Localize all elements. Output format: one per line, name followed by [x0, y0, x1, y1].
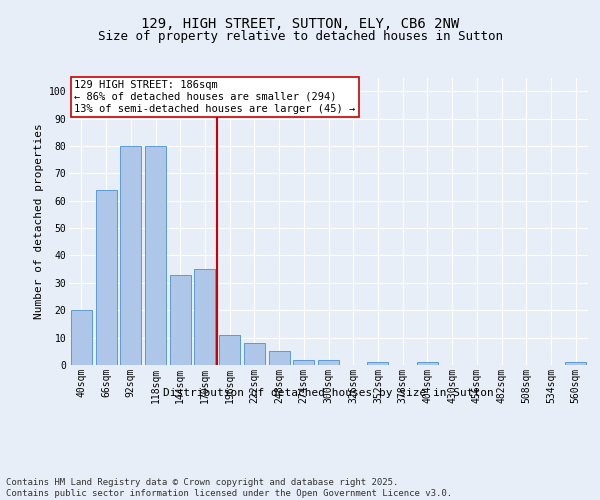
Bar: [219, 335, 240, 365]
Text: 129, HIGH STREET, SUTTON, ELY, CB6 2NW: 129, HIGH STREET, SUTTON, ELY, CB6 2NW: [141, 18, 459, 32]
Y-axis label: Number of detached properties: Number of detached properties: [34, 124, 44, 319]
Bar: [293, 360, 314, 365]
Bar: [71, 310, 92, 365]
Bar: [244, 343, 265, 365]
Bar: [565, 362, 586, 365]
Bar: [269, 352, 290, 365]
Text: Contains HM Land Registry data © Crown copyright and database right 2025.
Contai: Contains HM Land Registry data © Crown c…: [6, 478, 452, 498]
Bar: [170, 274, 191, 365]
Text: Size of property relative to detached houses in Sutton: Size of property relative to detached ho…: [97, 30, 503, 43]
Bar: [318, 360, 339, 365]
Text: Distribution of detached houses by size in Sutton: Distribution of detached houses by size …: [163, 388, 494, 398]
Bar: [95, 190, 116, 365]
Bar: [417, 362, 438, 365]
Bar: [120, 146, 141, 365]
Bar: [194, 269, 215, 365]
Bar: [145, 146, 166, 365]
Bar: [367, 362, 388, 365]
Text: 129 HIGH STREET: 186sqm
← 86% of detached houses are smaller (294)
13% of semi-d: 129 HIGH STREET: 186sqm ← 86% of detache…: [74, 80, 355, 114]
